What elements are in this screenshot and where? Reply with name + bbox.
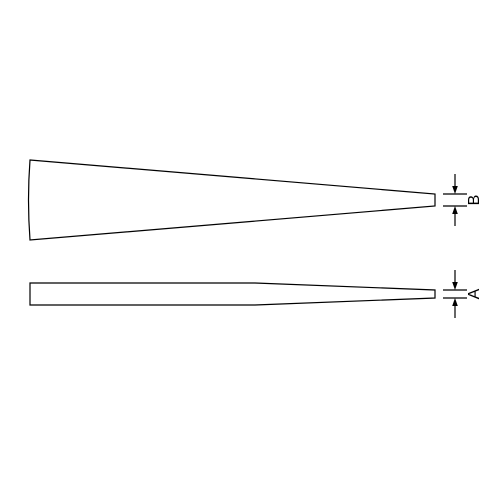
lower-taper-outline (30, 283, 435, 305)
dim-B-label: B (466, 195, 483, 206)
technical-diagram: BA (0, 0, 500, 500)
dim-A-arrow-top-head (452, 282, 458, 290)
dim-A-arrow-bottom-head (452, 298, 458, 306)
dimension-annotations: BA (443, 174, 483, 318)
dim-B-arrow-bottom-head (452, 206, 458, 214)
profile-shapes (29, 160, 436, 305)
dim-A-label: A (466, 288, 483, 299)
dim-B-arrow-top-head (452, 186, 458, 194)
upper-taper-outline (29, 160, 436, 240)
